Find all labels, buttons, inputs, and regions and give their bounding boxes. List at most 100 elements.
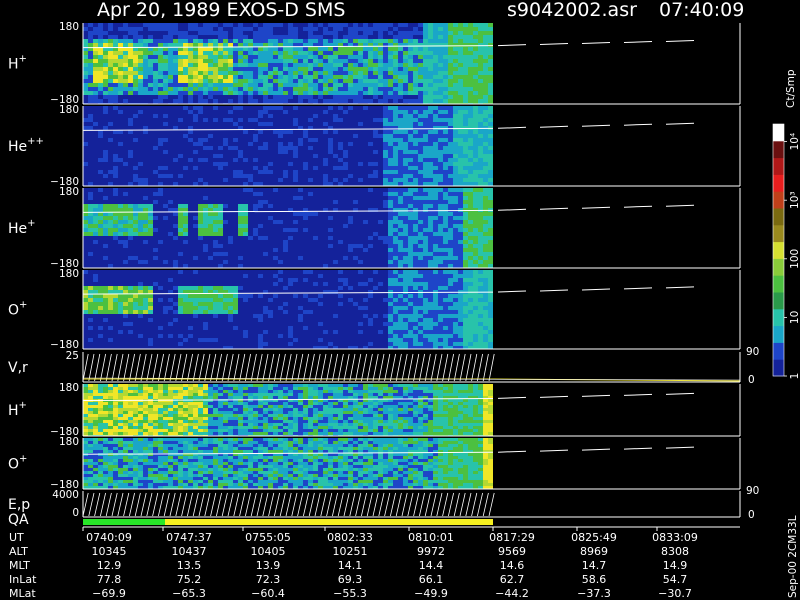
heatmap-cell: [453, 55, 458, 59]
heatmap-cell: [448, 212, 453, 216]
heatmap-cell: [373, 110, 378, 114]
heatmap-cell: [223, 252, 228, 256]
heatmap-cell: [368, 87, 373, 91]
heatmap-cell: [218, 240, 223, 244]
heatmap-cell: [83, 204, 88, 208]
heatmap-cell: [263, 106, 268, 110]
heatmap-cell: [458, 130, 463, 134]
heatmap-cell: [243, 122, 248, 126]
heatmap-cell: [213, 188, 218, 192]
heatmap-cell: [198, 252, 203, 256]
heatmap-cell: [388, 110, 393, 114]
heatmap-cell: [473, 63, 478, 67]
heatmap-cell: [448, 174, 453, 178]
heatmap-cell: [123, 220, 128, 224]
heatmap-cell: [223, 95, 228, 99]
heatmap-cell: [428, 200, 433, 204]
heatmap-cell: [253, 118, 258, 122]
heatmap-cell: [208, 256, 213, 260]
heatmap-cell: [143, 204, 148, 208]
heatmap-cell: [88, 138, 93, 142]
heatmap-cell: [193, 55, 198, 59]
heatmap-cell: [158, 182, 163, 186]
heatmap-cell: [133, 110, 138, 114]
heatmap-cell: [358, 138, 363, 142]
heatmap-cell: [133, 51, 138, 55]
heatmap-cell: [203, 204, 208, 208]
heatmap-cell: [318, 31, 323, 35]
heatmap-cell: [443, 79, 448, 83]
heatmap-cell: [453, 196, 458, 200]
heatmap-cell: [178, 158, 183, 162]
heatmap-cell: [218, 130, 223, 134]
heatmap-cell: [433, 228, 438, 232]
heatmap-cell: [408, 138, 413, 142]
heatmap-cell: [313, 63, 318, 67]
heatmap-cell: [338, 142, 343, 146]
heatmap-cell: [133, 154, 138, 158]
heatmap-cell: [213, 236, 218, 240]
heatmap-cell: [343, 204, 348, 208]
heatmap-cell: [398, 228, 403, 232]
heatmap-cell: [163, 35, 168, 39]
heatmap-cell: [343, 236, 348, 240]
heatmap-cell: [438, 55, 443, 59]
heatmap-cell: [258, 75, 263, 79]
heatmap-cell: [93, 55, 98, 59]
heatmap-cell: [148, 192, 153, 196]
heatmap-cell: [288, 146, 293, 150]
heatmap-cell: [123, 154, 128, 158]
heatmap-cell: [238, 224, 243, 228]
heatmap-cell: [398, 67, 403, 71]
heatmap-cell: [143, 134, 148, 138]
heatmap-cell: [463, 91, 468, 95]
heatmap-cell: [423, 256, 428, 260]
heatmap-cell: [433, 87, 438, 91]
heatmap-cell: [428, 256, 433, 260]
heatmap-cell: [353, 142, 358, 146]
heatmap-cell: [358, 83, 363, 87]
heatmap-cell: [293, 260, 298, 264]
heatmap-cell: [448, 244, 453, 248]
heatmap-cell: [433, 212, 438, 216]
heatmap-cell: [123, 87, 128, 91]
heatmap-cell: [148, 154, 153, 158]
heatmap-cell: [458, 248, 463, 252]
heatmap-cell: [238, 162, 243, 166]
heatmap-cell: [288, 244, 293, 248]
heatmap-cell: [163, 91, 168, 95]
heatmap-cell: [83, 35, 88, 39]
heatmap-cell: [433, 182, 438, 186]
heatmap-cell: [343, 252, 348, 256]
heatmap-cell: [138, 51, 143, 55]
heatmap-cell: [223, 75, 228, 79]
heatmap-cell: [403, 240, 408, 244]
heatmap-cell: [233, 170, 238, 174]
heatmap-cell: [103, 47, 108, 51]
heatmap-cell: [453, 260, 458, 264]
heatmap-cell: [223, 63, 228, 67]
heatmap-cell: [183, 95, 188, 99]
heatmap-cell: [448, 95, 453, 99]
heatmap-cell: [248, 110, 253, 114]
heatmap-cell: [248, 260, 253, 264]
heatmap-cell: [143, 43, 148, 47]
heatmap-cell: [453, 118, 458, 122]
heatmap-cell: [283, 260, 288, 264]
heatmap-cell: [313, 252, 318, 256]
heatmap-cell: [293, 158, 298, 162]
heatmap-cell: [448, 106, 453, 110]
heatmap-cell: [323, 47, 328, 51]
heatmap-cell: [483, 83, 488, 87]
heatmap-cell: [138, 182, 143, 186]
heatmap-cell: [253, 158, 258, 162]
heatmap-cell: [283, 212, 288, 216]
heatmap-cell: [348, 204, 353, 208]
heatmap-cell: [403, 67, 408, 71]
heatmap-cell: [103, 236, 108, 240]
heatmap-cell: [118, 27, 123, 31]
heatmap-cell: [293, 252, 298, 256]
heatmap-cell: [488, 142, 493, 146]
heatmap-cell: [298, 196, 303, 200]
heatmap-cell: [328, 67, 333, 71]
